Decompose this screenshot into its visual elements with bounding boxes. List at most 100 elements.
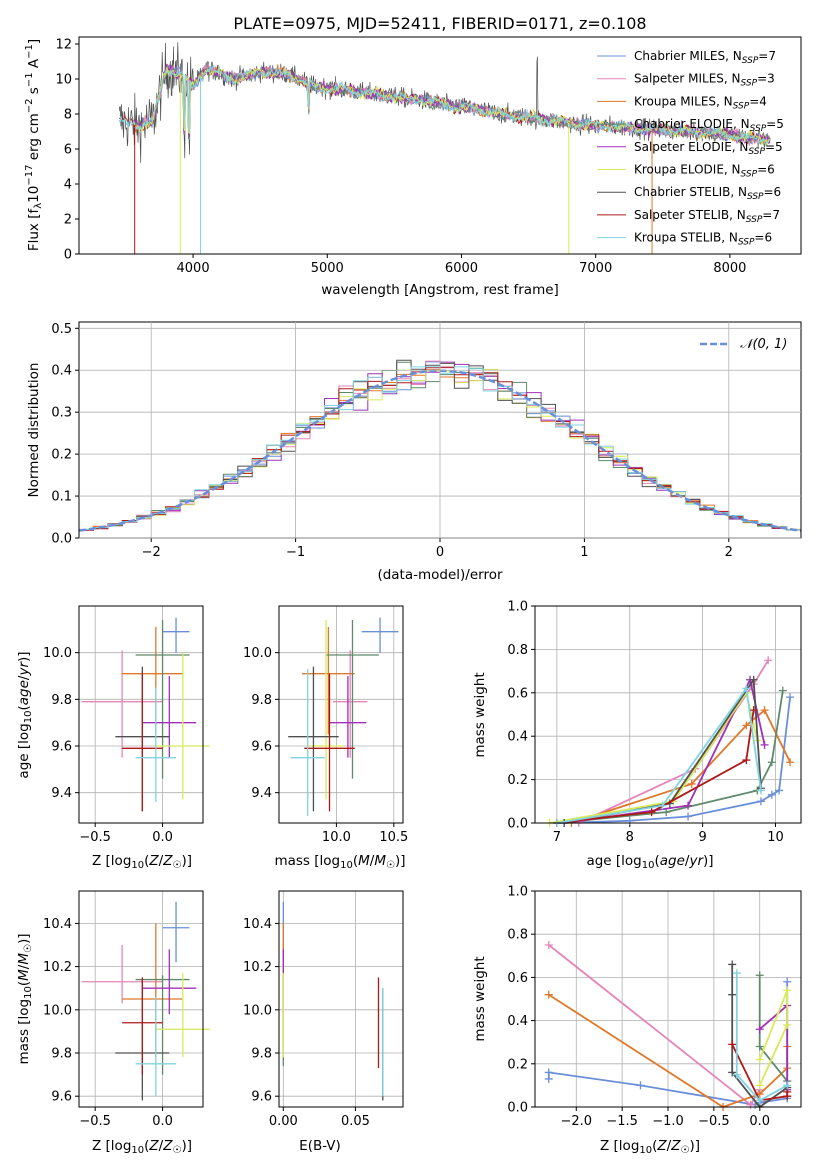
y-tick-label: 9.8 [51, 1047, 72, 1062]
y-tick-label: 0.5 [51, 322, 72, 337]
y-tick-label: 9.8 [251, 1047, 272, 1062]
z-vs-weight-xlabel: Z [log10(Z/Z☉)] [600, 1138, 700, 1156]
weight-marker [756, 786, 765, 795]
ebv-vs-mass-panel: 0.00 0.05 9.6 9.8 10.0 10.2 10.4 [243, 890, 404, 1129]
legend-label: Chabrier ELODIE, NSSP=5 [634, 117, 784, 134]
x-tick-label: −0.5 [79, 1114, 111, 1129]
x-tick-label: 0 [436, 545, 444, 560]
weight-marker [732, 969, 741, 978]
x-tick-label: 0.05 [341, 1114, 370, 1129]
x-tick-label: −2 [142, 545, 161, 560]
weight-line [556, 686, 762, 824]
spectrum-xlabel: wavelength [Angstrom, rest frame] [321, 282, 559, 298]
weight-marker [778, 686, 787, 695]
z-vs-weight-ylabel: mass weight [472, 956, 488, 1041]
weight-marker [755, 1042, 764, 1051]
y-tick-label: 1.0 [507, 885, 528, 900]
y-tick-label: 0.4 [507, 730, 528, 745]
weight-marker [783, 1020, 792, 1029]
spectrum-legend: Chabrier MILES, NSSP=7 Salpeter MILES, NS… [597, 49, 784, 248]
x-tick-label: 0.0 [749, 1114, 770, 1129]
y-tick-label: 0.2 [507, 1057, 528, 1072]
weight-marker [755, 1081, 764, 1090]
weight-line [758, 990, 789, 1086]
y-tick-label: 10.2 [243, 960, 272, 975]
weight-marker [684, 801, 693, 810]
y-tick-label: 9.6 [251, 740, 272, 755]
y-tick-label: 2 [64, 213, 72, 228]
weight-marker [755, 1055, 764, 1064]
y-tick-label: 0.4 [51, 364, 72, 379]
y-tick-label: 12 [55, 38, 72, 53]
legend-label: Chabrier MILES, NSSP=7 [634, 49, 776, 66]
x-tick-label: 6000 [445, 261, 478, 276]
weight-marker [658, 801, 667, 810]
y-tick-label: 0.8 [507, 928, 528, 943]
weight-marker [749, 706, 758, 715]
z-vs-age-xlabel: Z [log10(Z/Z☉)] [92, 853, 192, 871]
x-tick-label: 10.0 [322, 830, 351, 845]
x-tick-label: 7000 [579, 261, 612, 276]
weight-marker [746, 1100, 755, 1109]
y-tick-label: 0.2 [507, 773, 528, 788]
y-tick-label: 9.4 [51, 786, 72, 801]
spectrum-title: PLATE=0975, MJD=52411, FIBERID=0171, z=0… [233, 14, 646, 33]
y-tick-label: 10.0 [243, 646, 272, 661]
y-tick-label: 9.4 [251, 786, 272, 801]
z-vs-weight-panel: −2.0 −1.5 −1.0 −0.5 0.0 0.0 0.2 0.4 0.6 0.8 1.0 [507, 885, 802, 1129]
weight-marker [786, 693, 795, 702]
weight-marker [728, 1068, 737, 1077]
weight-marker [767, 790, 776, 799]
weight-marker [687, 779, 696, 788]
weight-marker [755, 1025, 764, 1034]
residuals-ylabel: Normed distribution [26, 363, 42, 498]
y-tick-label: 0.6 [507, 971, 528, 986]
y-tick-label: 10.2 [43, 960, 72, 975]
weight-marker [764, 656, 773, 665]
axes-frame [78, 890, 204, 1108]
y-tick-label: 9.6 [51, 1090, 72, 1105]
x-tick-label: 9 [698, 830, 706, 845]
weight-marker [767, 758, 776, 767]
weight-line [735, 973, 788, 1102]
y-tick-label: 8 [64, 108, 72, 123]
y-tick-label: 0 [64, 248, 72, 263]
weight-marker [742, 756, 751, 765]
axes-frame [534, 605, 802, 824]
weight-marker [647, 808, 656, 817]
y-tick-label: 10.4 [243, 917, 272, 932]
y-tick-label: 10 [55, 73, 72, 88]
y-tick-label: 0.8 [507, 643, 528, 658]
z-vs-mass-panel: −0.5 0.0 9.6 9.8 10.0 10.2 10.4 [43, 890, 210, 1129]
weight-marker [728, 1040, 737, 1049]
mass-vs-age-xlabel: mass [log10(M/M☉)] [274, 853, 405, 871]
y-tick-label: 10.0 [43, 646, 72, 661]
y-tick-label: 0.0 [51, 532, 72, 547]
y-tick-label: 0.1 [51, 490, 72, 505]
spectrum-panel: PLATE=0975, MJD=52411, FIBERID=0171, z=0… [24, 14, 802, 298]
age-vs-weight-ylabel: mass weight [472, 672, 488, 757]
x-tick-label: 5000 [311, 261, 344, 276]
legend-label: Chabrier STELIB, NSSP=6 [634, 185, 781, 202]
weight-marker [742, 721, 751, 730]
legend-label: Salpeter ELODIE, NSSP=5 [634, 140, 783, 157]
weight-marker [755, 971, 764, 980]
weight-marker [786, 758, 795, 767]
x-tick-label: −2.0 [560, 1114, 592, 1129]
y-tick-label: 10.0 [43, 1003, 72, 1018]
weight-marker [749, 675, 758, 684]
y-tick-label: 9.8 [51, 693, 72, 708]
x-tick-label: 10.5 [379, 830, 408, 845]
age-vs-weight-panel: 7 8 9 10 0.0 0.2 0.4 0.6 0.8 1.0 [507, 600, 802, 845]
x-tick-label: 7 [553, 830, 561, 845]
legend-label: Kroupa ELODIE, NSSP=6 [634, 163, 775, 180]
residuals-panel: (data-model)/error Normed distribution −… [26, 321, 802, 583]
weight-marker [636, 1081, 645, 1090]
weight-marker [544, 941, 553, 949]
axes-frame [278, 890, 404, 1108]
z-vs-mass-ylabel: mass [log10(M/M☉)] [16, 933, 34, 1064]
y-tick-label: 1.0 [507, 600, 528, 615]
spectrum-line [133, 66, 771, 146]
mass-vs-age-panel: 10.0 10.5 9.4 9.6 9.8 10.0 [243, 605, 408, 845]
weight-marker [684, 812, 693, 821]
